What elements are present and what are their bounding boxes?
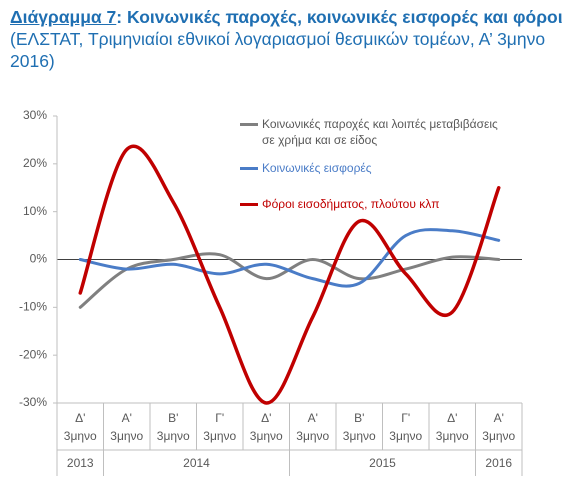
- x-tick-label: Δ': [75, 411, 85, 425]
- subtitle: (ΕΛΣΤΑΤ, Τριμηνιαίοι εθνικοί λογαριασμοί…: [10, 29, 546, 71]
- x-tick-label: Δ': [261, 411, 271, 425]
- legend-entry: Κοινωνικές εισφορές: [240, 160, 530, 176]
- legend-label: Κοινωνικές παροχές και λοιπές μεταβιβάσε…: [262, 117, 498, 147]
- x-tick-label: Γ': [215, 411, 224, 425]
- x-tick-label: Δ': [447, 411, 457, 425]
- year-label: 2014: [183, 456, 210, 470]
- x-tick-label: Α': [494, 411, 504, 425]
- x-tick-label: 3μηνο: [296, 429, 329, 443]
- year-label: 2015: [369, 456, 396, 470]
- legend-swatch: [240, 203, 258, 206]
- year-label: 2013: [67, 456, 94, 470]
- chart-title: : Κοινωνικές παροχές, κοινωνικές εισφορέ…: [116, 7, 563, 27]
- y-tick-label: -10%: [19, 300, 47, 314]
- legend-swatch: [240, 167, 258, 170]
- x-tick-label: 3μηνο: [110, 429, 143, 443]
- x-tick-label: 3μηνο: [157, 429, 190, 443]
- legend-entry: Φόροι εισοδήματος, πλούτου κλπ: [240, 196, 530, 212]
- legend: Κοινωνικές παροχές και λοιπές μεταβιβάσε…: [240, 116, 530, 224]
- x-tick-label: Β': [354, 411, 364, 425]
- legend-label: Κοινωνικές εισφορές: [262, 161, 372, 175]
- x-tick-label: 3μηνο: [482, 429, 515, 443]
- y-tick-label: 20%: [23, 156, 47, 170]
- x-tick-label: Α': [122, 411, 132, 425]
- series-line: [78, 252, 501, 309]
- x-tick-label: 3μηνο: [343, 429, 376, 443]
- y-tick-label: 30%: [23, 108, 47, 122]
- title-label: Διάγραμμα 7: [10, 7, 117, 27]
- legend-swatch: [240, 123, 258, 126]
- x-tick-label: 3μηνο: [64, 429, 97, 443]
- year-label: 2016: [485, 456, 512, 470]
- series-line: [78, 144, 501, 405]
- header: Διάγραμμα 7: Κοινωνικές παροχές, κοινωνι…: [10, 6, 575, 72]
- x-tick-label: 3μηνο: [436, 429, 469, 443]
- x-tick-label: Γ': [401, 411, 410, 425]
- series-line: [78, 228, 501, 288]
- x-tick-label: 3μηνο: [389, 429, 422, 443]
- x-tick-label: 3μηνο: [203, 429, 236, 443]
- x-tick-label: Α': [308, 411, 318, 425]
- y-tick-label: -20%: [19, 347, 47, 361]
- y-tick-label: -30%: [19, 395, 47, 409]
- y-tick-label: 10%: [23, 204, 47, 218]
- y-tick-label: 0%: [30, 252, 48, 266]
- x-tick-label: 3μηνο: [250, 429, 283, 443]
- legend-entry: Κοινωνικές παροχές και λοιπές μεταβιβάσε…: [240, 116, 512, 148]
- x-tick-label: Β': [168, 411, 178, 425]
- legend-label: Φόροι εισοδήματος, πλούτου κλπ: [262, 197, 440, 211]
